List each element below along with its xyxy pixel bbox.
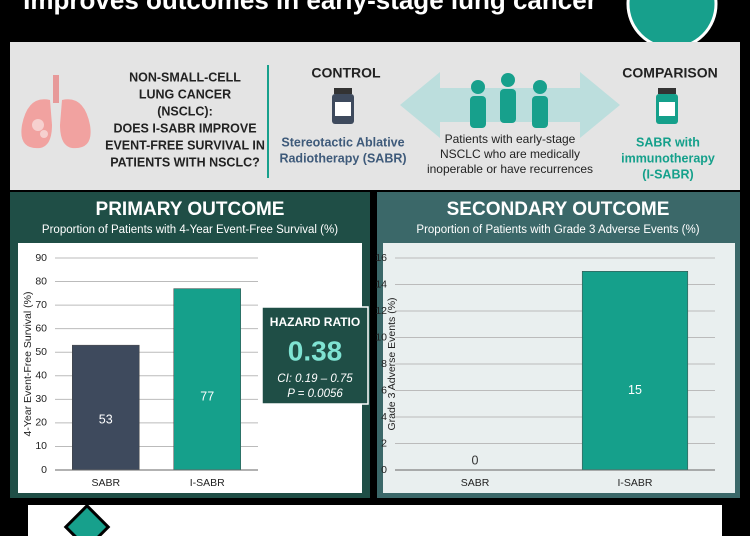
bar (173, 288, 241, 471)
value-label: 77 (200, 390, 214, 404)
control-text: Stereotactic Ablative (281, 135, 404, 149)
question-line: LUNG CANCER (139, 87, 231, 101)
y-tick-label: 0 (381, 464, 387, 476)
x-tick-label: SABR (91, 477, 120, 489)
y-tick-label: 30 (35, 393, 47, 405)
y-tick-label: 90 (35, 252, 47, 264)
x-tick-label: I-SABR (190, 477, 225, 489)
y-tick-label: 0 (41, 464, 47, 476)
value-label: 0 (472, 453, 479, 467)
chart-subtitle: Proportion of Patients with Grade 3 Adve… (416, 224, 699, 236)
y-tick-label: 12 (375, 305, 387, 317)
comparison-label: COMPARISON (622, 65, 717, 81)
annotation-line: P = 0.0056 (287, 388, 343, 400)
y-tick-label: 20 (35, 417, 47, 429)
annotation-line: CI: 0.19 – 0.75 (277, 373, 353, 385)
y-tick-label: 8 (381, 358, 387, 370)
annotation-value: 0.38 (288, 335, 343, 366)
chart-subtitle: Proportion of Patients with 4-Year Event… (42, 224, 338, 236)
y-tick-label: 70 (35, 299, 47, 311)
y-axis-label: 4-Year Event-Free Survival (%) (22, 292, 34, 437)
y-tick-label: 6 (381, 384, 387, 396)
header-title: Improves outcomes in early-stage lung ca… (23, 0, 597, 15)
x-tick-label: SABR (461, 477, 490, 489)
chart-title: PRIMARY OUTCOME (96, 199, 285, 220)
question-line: PATIENTS WITH NSCLC? (110, 155, 260, 169)
comparison-text: SABR with (636, 135, 700, 149)
y-tick-label: 50 (35, 346, 47, 358)
population-line: NSCLC who are medically (440, 147, 580, 161)
question-line: EVENT-FREE SURVIVAL IN (105, 138, 265, 152)
control-text: Radiotherapy (SABR) (279, 151, 406, 165)
y-axis-label: Grade 3 Adverse Events (%) (386, 297, 398, 430)
intro-panel (10, 42, 740, 190)
y-tick-label: 10 (375, 331, 387, 343)
chart-title: SECONDARY OUTCOME (447, 199, 670, 220)
footer-icon (63, 503, 111, 536)
x-tick-label: I-SABR (617, 477, 652, 489)
control-label: CONTROL (311, 65, 381, 81)
y-tick-label: 16 (375, 252, 387, 264)
y-tick-label: 80 (35, 275, 47, 287)
y-tick-label: 60 (35, 322, 47, 334)
y-tick-label: 4 (381, 411, 387, 423)
question-line: DOES I-SABR IMPROVE (113, 121, 256, 135)
comparison-text: (I-SABR) (642, 167, 693, 181)
annotation-box (261, 306, 369, 405)
bar (72, 344, 140, 471)
y-tick-label: 10 (35, 440, 47, 452)
population-line: inoperable or have recurrences (427, 162, 593, 176)
y-tick-label: 40 (35, 370, 47, 382)
people-icon (470, 73, 548, 128)
lungs-icon (21, 75, 91, 149)
question-line: NON-SMALL-CELL (129, 70, 241, 84)
annotation-title: HAZARD RATIO (270, 315, 360, 329)
comparison-text: immunotherapy (621, 151, 715, 165)
y-tick-label: 2 (381, 437, 387, 449)
population-line: Patients with early-stage (445, 132, 576, 146)
question-line: (NSCLC): (157, 104, 213, 118)
value-label: 15 (628, 383, 642, 397)
vial-icon (656, 88, 678, 124)
vial-icon (332, 88, 354, 124)
bar (581, 271, 689, 471)
y-tick-label: 14 (375, 278, 387, 290)
value-label: 53 (99, 412, 113, 426)
footer-card (28, 505, 722, 536)
